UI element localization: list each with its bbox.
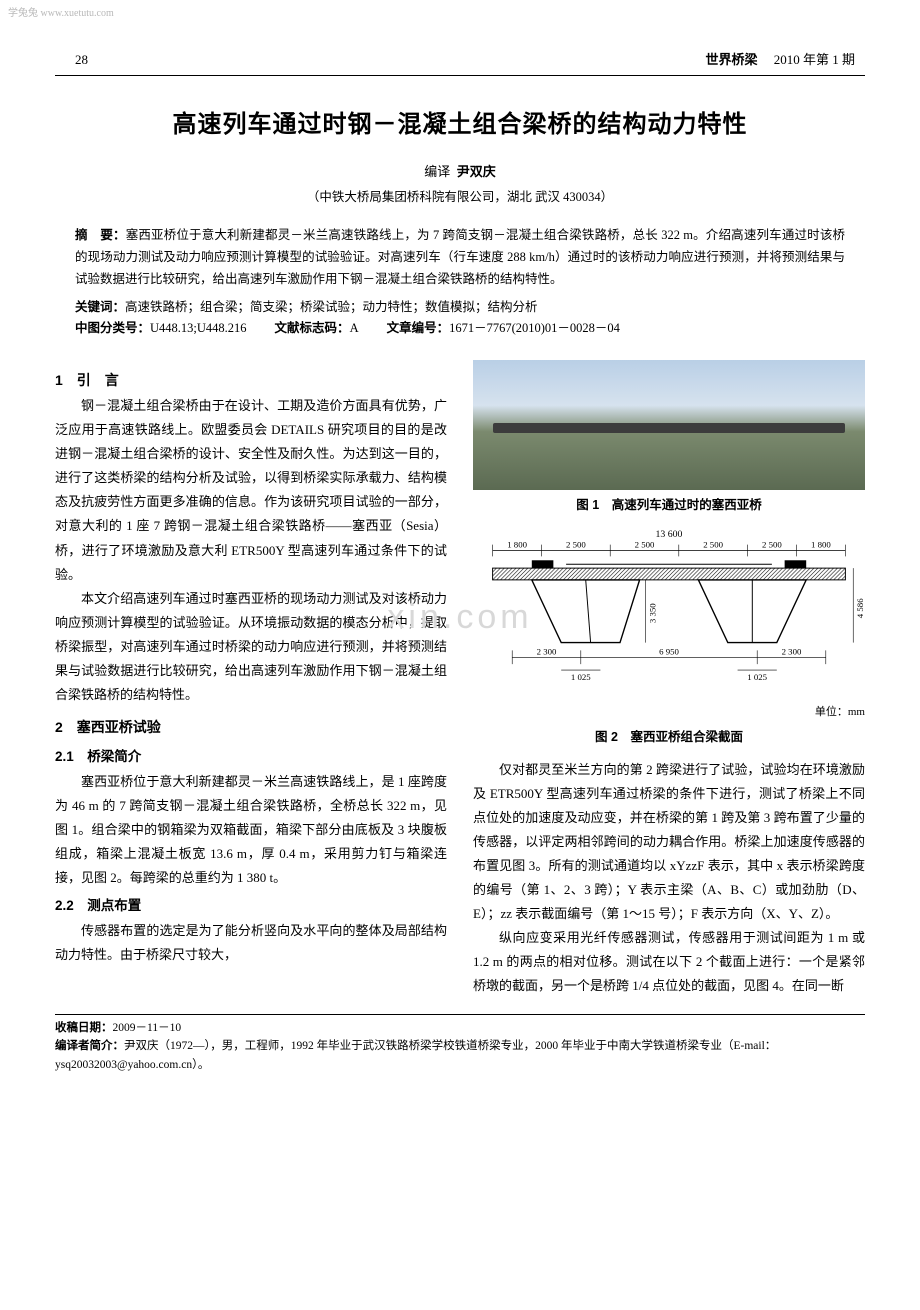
figure-1-caption: 图 1 高速列车通过时的塞西亚桥 [473, 494, 865, 517]
dim-bottom-left: 2 300 [537, 647, 557, 657]
abstract-label: 摘 要： [75, 228, 126, 242]
doccode-label: 文献标志码： [275, 321, 350, 335]
received-date: 2009－11－10 [113, 1022, 182, 1034]
affiliation: （中铁大桥局集团桥科院有限公司，湖北 武汉 430034） [55, 187, 865, 207]
left-column: 1 引 言 钢－混凝土组合梁桥由于在设计、工期及造价方面具有优势，广泛应用于高速… [55, 360, 447, 998]
figure-1-photo [473, 360, 865, 490]
running-head: 28 世界桥梁 2010 年第 1 期 [55, 50, 865, 76]
section-2-heading: 2 塞西亚桥试验 [55, 715, 447, 741]
issue-label: 2010 年第 1 期 [774, 52, 865, 67]
section-2-2-heading: 2.2 测点布置 [55, 894, 447, 919]
dim-top-1: 2 500 [566, 540, 586, 550]
bio-label: 编译者简介： [55, 1040, 124, 1052]
dim-height-inner: 3 350 [647, 603, 657, 623]
article-id-value: 1671－7767(2010)01－0028－04 [449, 321, 620, 335]
journal-name: 世界桥梁 [705, 52, 757, 67]
class-value: U448.13;U448.216 [150, 321, 247, 335]
dim-bottom-right: 2 300 [782, 647, 802, 657]
figure-2-caption: 图 2 塞西亚桥组合梁截面 [473, 726, 865, 749]
keywords-label: 关键词： [75, 300, 125, 314]
dim-top-0: 1 800 [507, 540, 527, 550]
right-para-1: 仅对都灵至米兰方向的第 2 跨梁进行了试验，试验均在环境激励及 ETR500Y … [473, 758, 865, 926]
dim-bottom-mid: 6 950 [659, 647, 679, 657]
figure-2-unit: 单位：mm [473, 702, 865, 722]
bio-text: 尹双庆（1972—），男，工程师，1992 年毕业于武汉铁路桥梁学校铁道桥梁专业… [55, 1040, 776, 1070]
doccode-value: A [350, 321, 359, 335]
abstract-block: 摘 要：塞西亚桥位于意大利新建都灵－米兰高速铁路线上，为 7 跨简支钢－混凝土组… [75, 225, 845, 291]
author-name: 尹双庆 [457, 164, 496, 179]
figure-2-diagram: 13 600 1 800 2 500 2 500 2 5 [473, 525, 865, 722]
keywords-line: 关键词：高速铁路桥；组合梁；简支梁；桥梁试验；动力特性；数值模拟；结构分析 [75, 297, 845, 319]
dim-top-2: 2 500 [635, 540, 655, 550]
page-number: 28 [55, 50, 88, 71]
dim-top-3: 2 500 [703, 540, 723, 550]
article-id-label: 文章编号： [387, 321, 450, 335]
dim-top-total: 13 600 [656, 529, 683, 540]
author-prefix: 编译 [424, 164, 450, 179]
section-2-1-heading: 2.1 桥梁简介 [55, 745, 447, 770]
keywords-text: 高速铁路桥；组合梁；简支梁；桥梁试验；动力特性；数值模拟；结构分析 [125, 300, 538, 314]
classification-line: 中图分类号：U448.13;U448.216 文献标志码：A 文章编号：1671… [75, 318, 845, 340]
right-para-2: 纵向应变采用光纤传感器测试，传感器用于测试间距为 1 m 或 1.2 m 的两点… [473, 926, 865, 998]
page-container: xin.com 28 世界桥梁 2010 年第 1 期 高速列车通过时钢－混凝土… [0, 0, 920, 1104]
class-label: 中图分类号： [75, 321, 150, 335]
section-1-heading: 1 引 言 [55, 368, 447, 394]
dim-sub-right: 1 025 [747, 672, 767, 682]
article-title: 高速列车通过时钢－混凝土组合梁桥的结构动力特性 [55, 106, 865, 144]
author-line: 编译 尹双庆 [55, 162, 865, 183]
para-1b: 本文介绍高速列车通过时塞西亚桥的现场动力测试及对该桥动力响应预测计算模型的试验验… [55, 587, 447, 707]
right-column: 图 1 高速列车通过时的塞西亚桥 13 600 [473, 360, 865, 998]
abstract-text: 塞西亚桥位于意大利新建都灵－米兰高速铁路线上，为 7 跨简支钢－混凝土组合梁铁路… [75, 228, 845, 286]
dim-top-5: 1 800 [811, 540, 831, 550]
footer-block: 收稿日期：2009－11－10 编译者简介：尹双庆（1972—），男，工程师，1… [55, 1014, 865, 1074]
dim-sub-left: 1 025 [571, 672, 591, 682]
para-1a: 钢－混凝土组合梁桥由于在设计、工期及造价方面具有优势，广泛应用于高速铁路线上。欧… [55, 394, 447, 586]
dim-height-outer: 4 586 [855, 598, 865, 618]
para-21: 塞西亚桥位于意大利新建都灵－米兰高速铁路线上，是 1 座跨度为 46 m 的 7… [55, 770, 447, 890]
para-22: 传感器布置的选定是为了能分析竖向及水平向的整体及局部结构动力特性。由于桥梁尺寸较… [55, 919, 447, 967]
body-columns: 1 引 言 钢－混凝土组合梁桥由于在设计、工期及造价方面具有优势，广泛应用于高速… [55, 360, 865, 998]
received-label: 收稿日期： [55, 1022, 113, 1034]
dim-top-4: 2 500 [762, 540, 782, 550]
